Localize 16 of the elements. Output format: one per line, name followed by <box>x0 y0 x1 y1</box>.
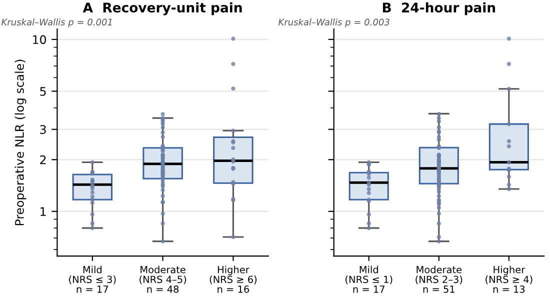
x-tick-label: Mild (NRS ≤ 3) n = 17 <box>69 266 116 293</box>
x-tick-label: Moderate (NRS 4–5) n = 48 <box>140 266 186 293</box>
y-axis-title: Preoperative NLR (log scale) <box>14 60 26 226</box>
y-tick-label: 5 <box>40 87 46 96</box>
chart-title: A Recovery-unit pain <box>82 2 242 16</box>
text: Kruskal–Wallis p = 0.001 <box>1 18 112 28</box>
y-tick-label: 3 <box>40 125 46 134</box>
x-tick-label: Mild (NRS ≤ 1) n = 17 <box>346 266 392 293</box>
y-tick-label: 2 <box>40 155 46 164</box>
x-tick-label: Higher (NRS ≥ 4) n = 13 <box>486 266 532 293</box>
text: Kruskal–Wallis p = 0.003 <box>278 18 390 28</box>
y-tick-label: 1 <box>40 207 46 216</box>
x-tick-label: Higher (NRS ≥ 6) n = 16 <box>210 266 257 293</box>
chart-title: B 24-hour pain <box>382 2 496 16</box>
x-tick-label: Moderate (NRS 2–3) n = 51 <box>416 266 462 293</box>
y-tick-label: 10 <box>33 35 46 44</box>
